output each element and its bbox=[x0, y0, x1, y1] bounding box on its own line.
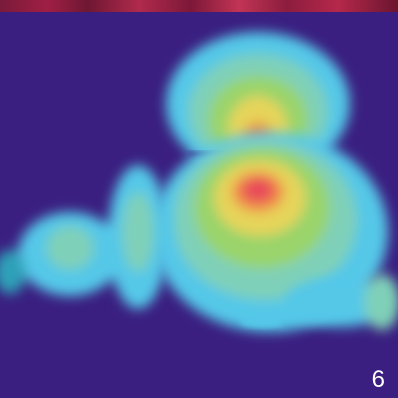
density-field bbox=[0, 32, 398, 332]
bottom-streak bbox=[240, 317, 284, 327]
top-photo-strip bbox=[0, 0, 398, 12]
right-tail bbox=[285, 274, 398, 330]
left-lobes bbox=[0, 165, 168, 309]
panel-number: 6 bbox=[371, 366, 385, 393]
